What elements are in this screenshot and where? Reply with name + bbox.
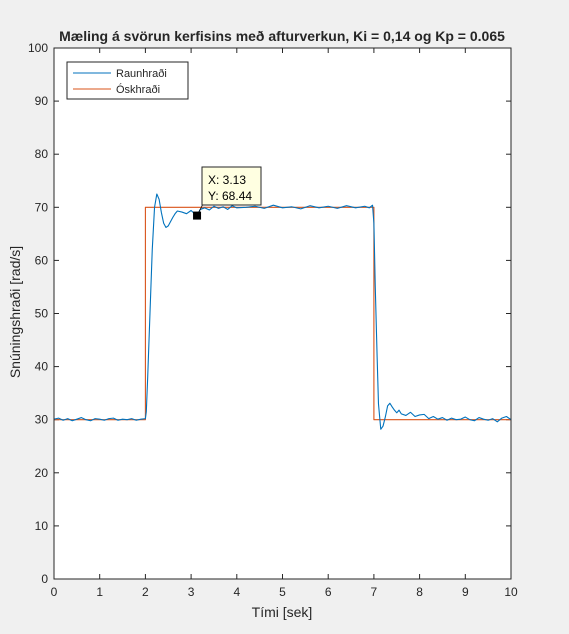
y-tick-label: 60 <box>35 253 49 267</box>
y-tick-label: 0 <box>41 572 48 586</box>
chart-title: Mæling á svörun kerfisins með afturverku… <box>59 28 505 44</box>
x-tick-label: 2 <box>142 585 149 599</box>
y-tick-label: 10 <box>35 519 49 533</box>
series-line-raunhradi <box>53 193 512 430</box>
y-tick-label: 90 <box>35 94 49 108</box>
legend[interactable]: Raunhraði Óskhraði <box>66 61 189 100</box>
y-tick-label: 70 <box>35 200 49 214</box>
x-tick-label: 3 <box>188 585 195 599</box>
x-tick-label: 5 <box>279 585 286 599</box>
legend-box <box>66 61 189 100</box>
x-tick-label: 9 <box>462 585 469 599</box>
data-tip[interactable]: X: 3.13 Y: 68.44 <box>193 166 262 220</box>
y-tick-label: 100 <box>28 41 48 55</box>
y-tick-label: 80 <box>35 147 49 161</box>
legend-label-oskhradi: Óskhraði <box>116 83 160 96</box>
x-tick-label: 1 <box>96 585 103 599</box>
x-tick-label: 10 <box>504 585 518 599</box>
x-tick-label: 4 <box>233 585 240 599</box>
y-tick-label: 30 <box>35 413 49 427</box>
y-tick-label: 50 <box>35 307 49 321</box>
x-axis-label: Tími [sek] <box>252 604 313 620</box>
x-tick-label: 6 <box>325 585 332 599</box>
data-tip-box <box>201 166 262 206</box>
y-tick-label: 20 <box>35 466 49 480</box>
y-tick-label: 40 <box>35 360 49 374</box>
x-tick-label: 8 <box>416 585 423 599</box>
data-tip-marker[interactable] <box>193 211 202 220</box>
series-layer <box>53 193 512 430</box>
data-tip-x: X: 3.13 <box>208 173 246 187</box>
legend-label-raunhradi: Raunhraði <box>116 68 167 80</box>
axes-box <box>53 47 512 580</box>
plot-area[interactable] <box>54 48 511 579</box>
x-tick-label: 7 <box>371 585 378 599</box>
y-axis-label: Snúningshraði [rad/s] <box>7 246 23 378</box>
data-tip-y: Y: 68.44 <box>208 189 252 203</box>
x-tick-label: 0 <box>51 585 58 599</box>
